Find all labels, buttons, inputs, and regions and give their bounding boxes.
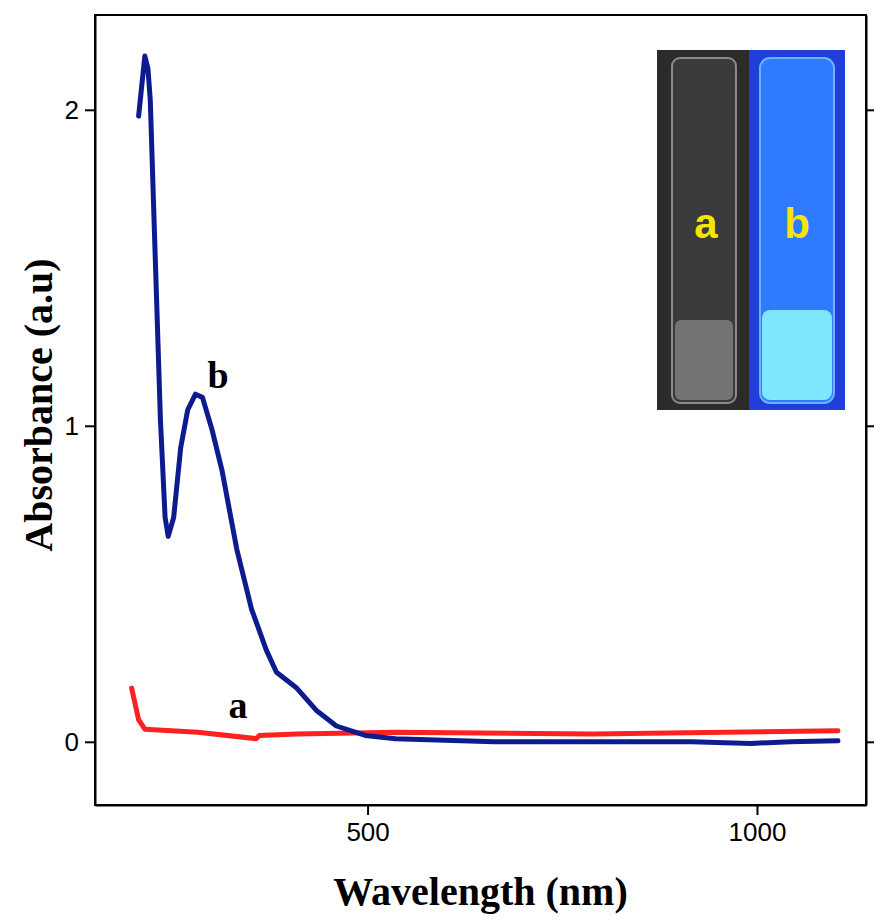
tick-mark bbox=[85, 109, 95, 111]
tick-mark bbox=[85, 741, 95, 743]
tick: 1 bbox=[65, 411, 95, 441]
x-axis: 500 1000 bbox=[96, 805, 867, 847]
tick: 0 bbox=[65, 727, 95, 757]
series-label: b bbox=[207, 354, 228, 396]
plot-frame bbox=[95, 15, 866, 805]
axis-line bbox=[96, 805, 867, 807]
tick-label: 0 bbox=[65, 727, 79, 757]
tick-label: 1 bbox=[65, 411, 79, 441]
inset-photo: ab bbox=[657, 50, 845, 410]
inset-label: a bbox=[694, 200, 718, 247]
tick: 2 bbox=[65, 95, 95, 125]
liquid bbox=[675, 320, 733, 400]
tick-mark bbox=[866, 425, 874, 427]
tick-mark bbox=[367, 805, 369, 815]
photo-panel bbox=[657, 50, 749, 410]
tick-label: 2 bbox=[65, 95, 79, 125]
tick: 500 bbox=[346, 805, 389, 847]
series-line bbox=[139, 56, 838, 743]
inset-label: b bbox=[784, 200, 810, 247]
photo-panel bbox=[749, 50, 845, 410]
liquid bbox=[762, 310, 832, 400]
tick-mark bbox=[756, 805, 758, 815]
y-axis-title: Absorbance (a.u) bbox=[16, 258, 61, 551]
vial bbox=[672, 58, 736, 403]
vial bbox=[760, 58, 834, 403]
chart: 5001000012abWavelength (nm)Absorbance (a… bbox=[0, 0, 880, 924]
tick bbox=[866, 742, 874, 743]
x-axis-title: Wavelength (nm) bbox=[333, 869, 627, 914]
series-label: a bbox=[229, 684, 248, 726]
tick-label: 1000 bbox=[729, 817, 787, 847]
y-axis-mirror bbox=[866, 16, 874, 806]
tick bbox=[866, 426, 874, 427]
tick bbox=[866, 110, 874, 111]
lines bbox=[132, 56, 838, 743]
tick-mark bbox=[866, 109, 874, 111]
tick-mark bbox=[866, 741, 874, 743]
axis-line bbox=[866, 16, 868, 806]
y-axis: 0 1 2 bbox=[65, 16, 96, 806]
axis-line bbox=[95, 16, 97, 806]
tick-mark bbox=[85, 425, 95, 427]
tick: 1000 bbox=[729, 805, 787, 847]
tick-label: 500 bbox=[346, 817, 389, 847]
